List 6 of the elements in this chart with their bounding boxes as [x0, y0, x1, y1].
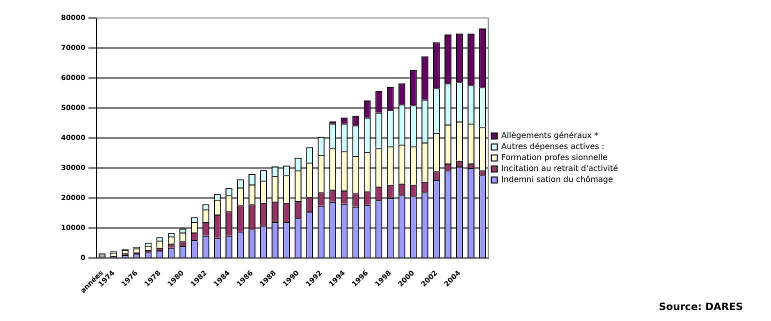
legend-label: Incitation au retrait d'activité	[501, 164, 618, 174]
legend-label: Allègements généraux *	[501, 131, 598, 140]
legend-label: Autres dépenses actives :	[501, 142, 604, 152]
source-note: Source: DARES	[658, 302, 743, 313]
legend-label: Formation profes sionnelle	[501, 153, 608, 162]
legend-label: Indemni sation du chômage	[501, 175, 614, 184]
